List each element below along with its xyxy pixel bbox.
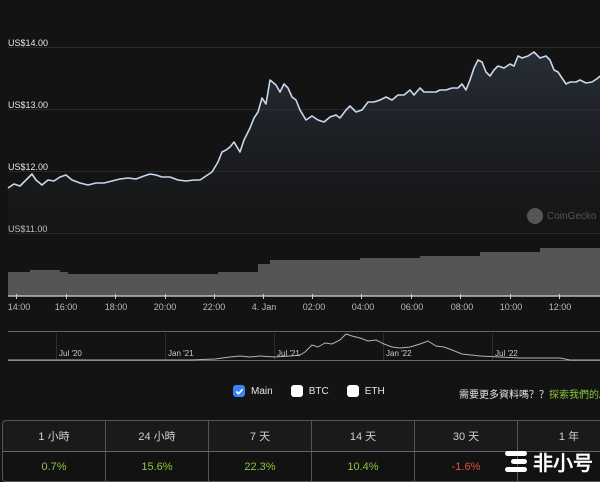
legend: Main BTC ETH — [233, 385, 385, 397]
navigator-grid — [274, 333, 275, 360]
x-axis-label: 18:00 — [104, 302, 128, 312]
x-tick — [263, 294, 264, 299]
navigator-bottom-border — [8, 360, 600, 361]
navigator-grid — [492, 333, 493, 360]
table-header: 7 天 — [209, 421, 312, 451]
navigator-grid — [165, 333, 166, 360]
price-change-table: 1 小時 24 小時 7 天 14 天 30 天 1 年 0.7% 15.6% … — [2, 420, 600, 482]
x-tick — [16, 294, 17, 299]
navigator-top-border — [8, 331, 600, 332]
coingecko-logo: CoinGecko — [527, 208, 596, 224]
y-axis-label: US$13.00 — [8, 100, 49, 110]
navigator-grid — [56, 333, 57, 360]
x-axis-label: 4. Jan — [251, 302, 277, 312]
x-tick — [214, 294, 215, 299]
x-axis-label: 10:00 — [499, 302, 523, 312]
x-tick — [312, 294, 313, 299]
x-axis-label: 16:00 — [54, 302, 78, 312]
x-axis-label: 20:00 — [153, 302, 177, 312]
x-axis-label: 04:00 — [351, 302, 375, 312]
legend-eth[interactable]: ETH — [346, 385, 385, 397]
price-chart[interactable] — [0, 0, 600, 300]
gridline — [8, 109, 600, 110]
navigator-label: Jan '21 — [168, 349, 194, 358]
navigator-label: Jul '21 — [277, 349, 300, 358]
legend-main[interactable]: Main — [233, 385, 273, 397]
x-axis-label: 08:00 — [450, 302, 474, 312]
x-tick — [510, 294, 511, 299]
table-header: 14 天 — [312, 421, 415, 451]
coingecko-icon — [527, 208, 543, 224]
promo-text: 需要更多資料嗎？？ — [459, 390, 549, 401]
table-cell: 0.7% — [3, 452, 106, 481]
y-axis-label: US$14.00 — [8, 38, 49, 48]
x-axis-label: 12:00 — [548, 302, 572, 312]
x-axis-label: 14:00 — [7, 302, 31, 312]
volume-bars — [8, 248, 600, 296]
checkbox-checked-icon[interactable] — [233, 385, 245, 397]
x-tick — [411, 294, 412, 299]
api-promo: 需要更多資料嗎？？探索我們的A — [459, 386, 600, 401]
gridline — [8, 47, 600, 48]
navigator-line — [8, 333, 600, 361]
table-cell: 10.4% — [312, 452, 415, 481]
watermark-icon — [505, 451, 527, 472]
table-cell: -1.6% — [415, 452, 518, 481]
x-tick — [559, 294, 560, 299]
y-axis-label: US$12.00 — [8, 162, 49, 172]
table-row: 0.7% 15.6% 22.3% 10.4% -1.6% — [3, 452, 600, 481]
table-header: 1 小時 — [3, 421, 106, 451]
promo-link[interactable]: 探索我們的A — [549, 390, 600, 401]
x-tick — [115, 294, 116, 299]
logo-text: CoinGecko — [547, 210, 597, 222]
navigator-grid — [383, 333, 384, 360]
table-header-row: 1 小時 24 小時 7 天 14 天 30 天 1 年 — [3, 421, 600, 452]
table-cell: 15.6% — [106, 452, 209, 481]
price-area — [8, 52, 600, 236]
watermark-text: 非小号 — [533, 453, 593, 475]
x-axis-label: 22:00 — [202, 302, 226, 312]
x-axis-label: 02:00 — [302, 302, 326, 312]
legend-btc[interactable]: BTC — [290, 385, 329, 397]
legend-eth-label: ETH — [364, 385, 385, 397]
legend-btc-label: BTC — [308, 385, 329, 397]
navigator-chart[interactable] — [0, 330, 600, 362]
x-tick — [165, 294, 166, 299]
navigator-label: Jul '22 — [495, 349, 518, 358]
table-header: 30 天 — [415, 421, 518, 451]
legend-main-label: Main — [251, 385, 273, 397]
table-header: 24 小時 — [106, 421, 209, 451]
x-axis-label: 06:00 — [400, 302, 424, 312]
navigator-label: Jan '22 — [386, 349, 412, 358]
x-tick — [361, 294, 362, 299]
price-line — [7, 51, 600, 189]
table-header: 1 年 — [518, 421, 600, 451]
x-tick — [460, 294, 461, 299]
checkbox-icon[interactable] — [290, 385, 303, 397]
table-cell: 22.3% — [209, 452, 312, 481]
x-tick — [66, 294, 67, 299]
watermark: 非小号 — [505, 447, 593, 476]
navigator-label: Jul '20 — [59, 349, 82, 358]
checkbox-icon[interactable] — [346, 385, 359, 397]
